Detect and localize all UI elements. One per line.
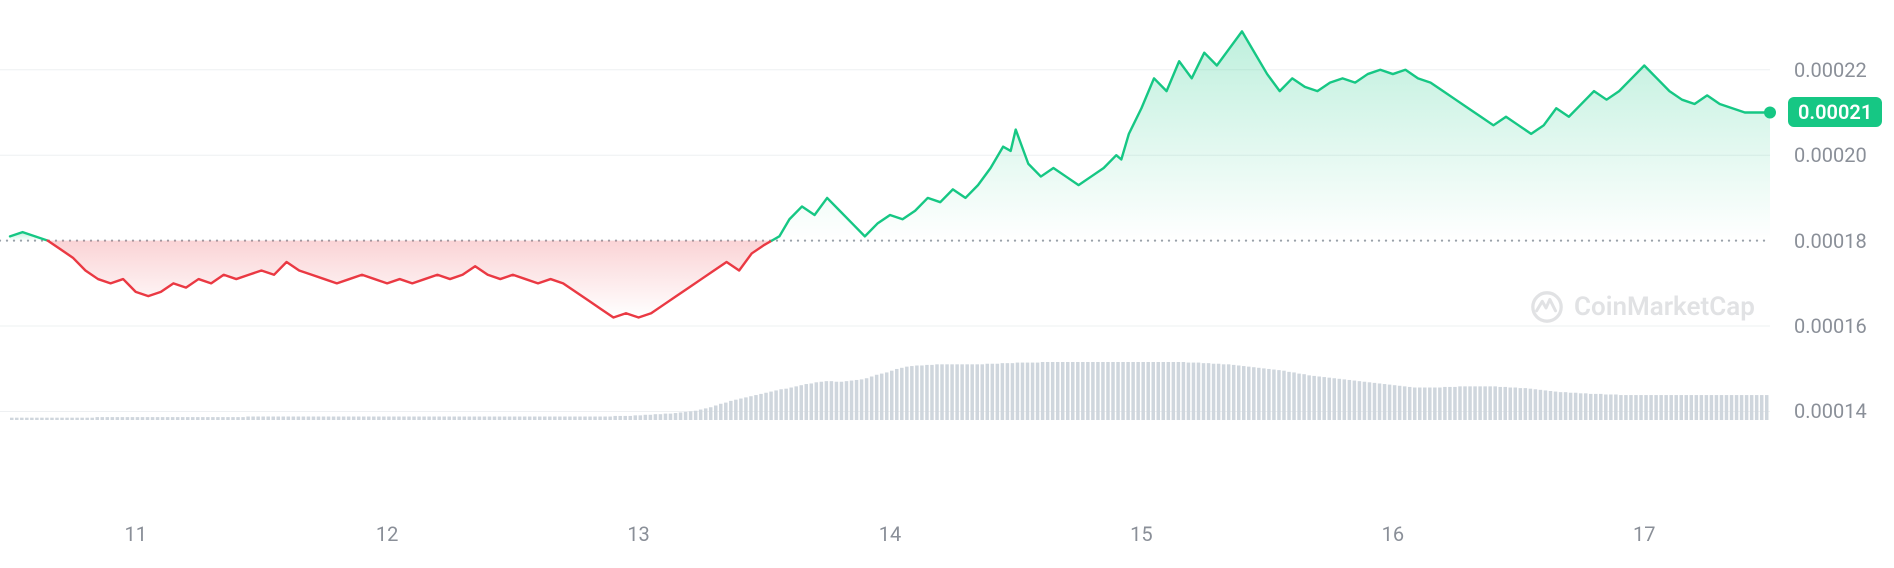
y-tick-label: 0.00014	[1794, 399, 1867, 423]
x-tick-label: 16	[1382, 522, 1404, 546]
y-tick-label: 0.00020	[1794, 143, 1867, 167]
x-tick-label: 15	[1130, 522, 1152, 546]
x-tick-label: 12	[376, 522, 398, 546]
y-tick-label: 0.00016	[1794, 314, 1867, 338]
x-tick-label: 17	[1633, 522, 1655, 546]
current-price-value: 0.00021	[1798, 100, 1872, 124]
chart-canvas	[0, 0, 1894, 568]
x-tick-label: 14	[879, 522, 901, 546]
price-chart: 0.00022 0.00020 0.00018 0.00016 0.00014 11 12…	[0, 0, 1894, 568]
watermark: CoinMarketCap	[1530, 290, 1755, 324]
current-price-badge: 0.00021	[1788, 97, 1882, 127]
coinmarketcap-icon	[1530, 290, 1564, 324]
y-tick-label: 0.00018	[1794, 229, 1867, 253]
x-tick-label: 13	[627, 522, 649, 546]
x-tick-label: 11	[124, 522, 146, 546]
y-tick-label: 0.00022	[1794, 58, 1867, 82]
watermark-text: CoinMarketCap	[1574, 292, 1755, 322]
